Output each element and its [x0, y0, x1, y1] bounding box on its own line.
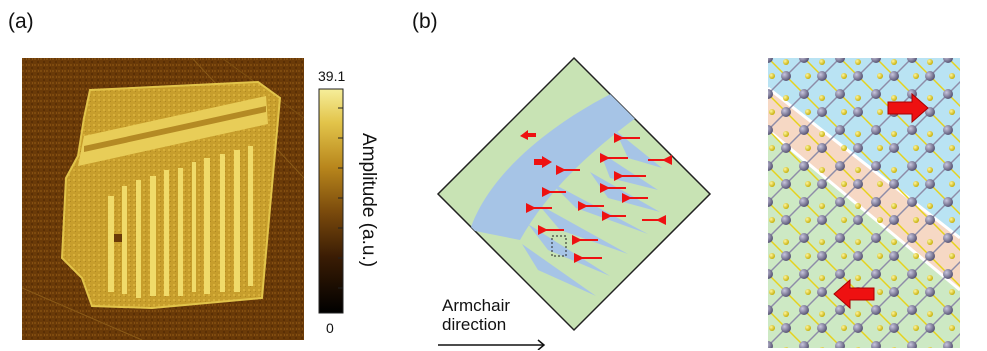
domain-schematic: [436, 56, 712, 350]
panel-label-a: (a): [8, 10, 34, 33]
colorbar-title: Amplitude (a.u.): [358, 132, 379, 268]
colorbar-max-label: 39.1: [318, 68, 346, 84]
armchair-line1: Armchair: [442, 296, 511, 315]
armchair-line2: direction: [442, 315, 507, 334]
colorbar: [318, 88, 344, 314]
afm-amplitude-image: [22, 58, 304, 340]
panel-label-b: (b): [412, 10, 438, 33]
colorbar-min-label: 0: [326, 320, 334, 336]
atomic-lattice: [768, 58, 960, 348]
armchair-direction-label: Armchair direction: [442, 296, 510, 334]
